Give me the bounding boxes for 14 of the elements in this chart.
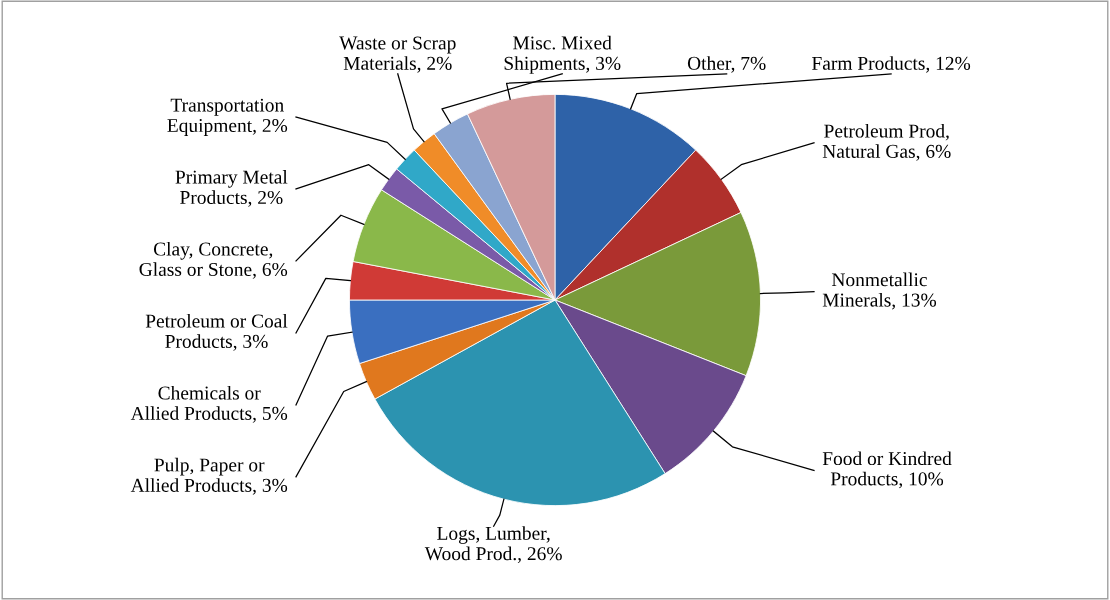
slice-label: Pulp, Paper or Allied Products, 3% [130, 457, 288, 495]
slice-label: Other, 7% [687, 56, 766, 73]
slice-label: Petroleum or Coal Products, 3% [145, 313, 288, 351]
slice-label: Transportation Equipment, 2% [167, 98, 288, 136]
slice-label: Logs, Lumber, Wood Prod., 26% [424, 526, 562, 564]
slice-label: Food or Kindred Products, 10% [822, 451, 952, 489]
slice-label: Farm Products, 12% [812, 56, 971, 73]
slice-label: Petroleum Prod, Natural Gas, 6% [822, 123, 951, 161]
slice-label: Clay, Concrete, Glass or Stone, 6% [139, 241, 288, 279]
slice-label: Primary Metal Products, 2% [175, 169, 288, 207]
slice-label: Nonmetallic Minerals, 13% [822, 272, 937, 310]
slice-label: Misc. Mixed Shipments, 3% [504, 35, 621, 74]
slice-label: Chemicals or Allied Products, 5% [130, 385, 288, 423]
slice-label: Waste or Scrap Materials, 2% [339, 36, 456, 73]
